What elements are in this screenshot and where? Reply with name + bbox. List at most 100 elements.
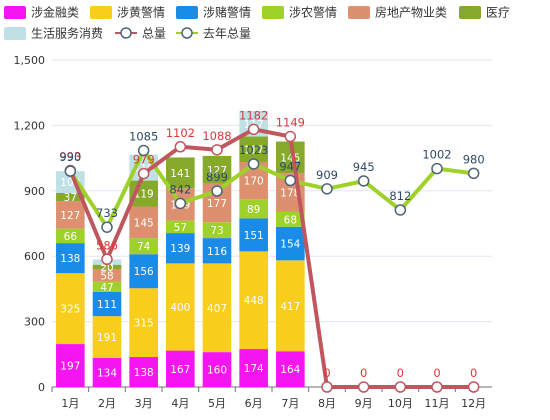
line-point[interactable] — [284, 174, 297, 187]
bar-segment — [129, 238, 158, 255]
line-value-label: 842 — [169, 182, 191, 196]
line-point[interactable] — [247, 123, 260, 136]
line-value-label: 899 — [206, 170, 228, 184]
bar-value-label: 138 — [60, 253, 80, 265]
legend-label[interactable]: 总量 — [142, 27, 166, 41]
bar-segment — [92, 264, 122, 270]
legend-label[interactable]: 涉农警情 — [289, 5, 337, 20]
x-tick-label: 2月 — [98, 397, 116, 410]
bar-segment — [56, 243, 85, 274]
line-value-label: 947 — [279, 160, 301, 174]
line-point[interactable] — [137, 144, 150, 157]
bar-value-label: 156 — [134, 266, 154, 278]
y-tick-label: 600 — [24, 250, 45, 263]
line-point[interactable] — [211, 185, 223, 197]
bar-value-label: 57 — [174, 222, 187, 234]
bar-segment — [56, 344, 85, 387]
bar-value-label: 177 — [207, 198, 227, 210]
bar-value-label: 154 — [280, 239, 300, 251]
bar-value-label: 68 — [284, 214, 297, 226]
bar-segment — [202, 352, 232, 387]
line-point[interactable] — [101, 221, 113, 233]
line-point[interactable] — [284, 130, 297, 143]
legend-label[interactable]: 生活服务消费 — [31, 26, 103, 41]
bar-value-label: 197 — [60, 361, 80, 373]
bar-segment — [166, 350, 195, 387]
bar-value-label: 47 — [100, 282, 113, 294]
bar-segment — [56, 228, 85, 244]
line-point[interactable] — [467, 167, 480, 180]
line-point[interactable] — [394, 381, 407, 393]
line-point[interactable] — [467, 381, 480, 393]
bar-value-label: 74 — [137, 241, 151, 253]
bar-value-label: 37 — [64, 192, 77, 204]
line-value-label: 1102 — [166, 126, 195, 140]
bar-value-label: 170 — [244, 176, 264, 188]
bar-value-label: 315 — [134, 318, 154, 330]
legend-marker — [120, 27, 132, 39]
line-point[interactable] — [137, 167, 150, 180]
legend-swatch — [348, 6, 370, 19]
legend-label[interactable]: 去年总量 — [203, 27, 251, 41]
legend-swatch — [90, 6, 112, 19]
legend-label[interactable]: 涉金融类 — [31, 5, 79, 20]
line-value-label: 1182 — [239, 108, 268, 122]
line-point[interactable] — [431, 162, 443, 175]
bar-value-label: 117 — [244, 144, 264, 156]
bar-value-label: 167 — [170, 364, 190, 376]
bar-segment — [202, 222, 232, 239]
line-point[interactable] — [394, 204, 407, 216]
bar-segment — [166, 263, 195, 351]
legend-swatch — [4, 6, 26, 19]
line-point[interactable] — [101, 253, 113, 266]
bar-value-label: 178 — [280, 188, 300, 200]
line-point[interactable] — [247, 158, 260, 170]
bar-segment — [239, 136, 268, 163]
line-value-label: 1002 — [422, 148, 451, 162]
legend-swatch — [262, 6, 284, 19]
bar-segment — [166, 233, 195, 264]
x-tick-label: 5月 — [208, 397, 226, 410]
bar-value-label: 139 — [170, 243, 190, 255]
line-value-label: 979 — [133, 153, 155, 167]
bar-segment — [239, 199, 268, 219]
bar-value-label: 151 — [244, 230, 264, 242]
line-point[interactable] — [321, 381, 333, 393]
bar-value-label: 111 — [97, 299, 117, 311]
bar-segment — [239, 349, 268, 387]
bar-value-label: 89 — [247, 204, 260, 216]
bar-value-label: 164 — [280, 364, 300, 376]
bar-segment — [166, 220, 195, 234]
line-point[interactable] — [174, 197, 187, 210]
line-value-label: 0 — [397, 366, 404, 380]
line-point[interactable] — [431, 381, 443, 393]
bar-segment — [92, 281, 122, 292]
bar-segment — [276, 351, 305, 387]
y-tick-label: 900 — [24, 185, 45, 198]
bar-value-label: 400 — [170, 302, 190, 314]
line-point[interactable] — [64, 165, 77, 177]
x-tick-label: 7月 — [281, 397, 299, 410]
line-value-label: 0 — [470, 366, 477, 380]
line-point[interactable] — [357, 175, 370, 187]
bar-value-label: 134 — [97, 367, 117, 379]
bar-segment — [92, 357, 122, 387]
x-tick-label: 4月 — [171, 397, 189, 410]
legend-label[interactable]: 房地产物业类 — [375, 5, 447, 20]
line-point[interactable] — [357, 381, 370, 393]
legend-label[interactable]: 涉赌警情 — [203, 5, 251, 20]
line-point[interactable] — [174, 141, 187, 153]
line-point[interactable] — [211, 144, 223, 156]
line-point[interactable] — [321, 183, 333, 195]
legend-label[interactable]: 涉黄警情 — [117, 5, 165, 20]
bar-segment — [202, 263, 232, 353]
x-tick-label: 3月 — [135, 397, 153, 410]
x-tick-label: 10月 — [388, 397, 413, 410]
bar-segment — [56, 201, 85, 229]
bar-value-label: 191 — [97, 332, 117, 344]
line-value-label: 945 — [353, 160, 375, 174]
bar-segment — [129, 288, 158, 357]
legend-label[interactable]: 医疗 — [486, 6, 510, 20]
bar-segment — [202, 155, 232, 184]
